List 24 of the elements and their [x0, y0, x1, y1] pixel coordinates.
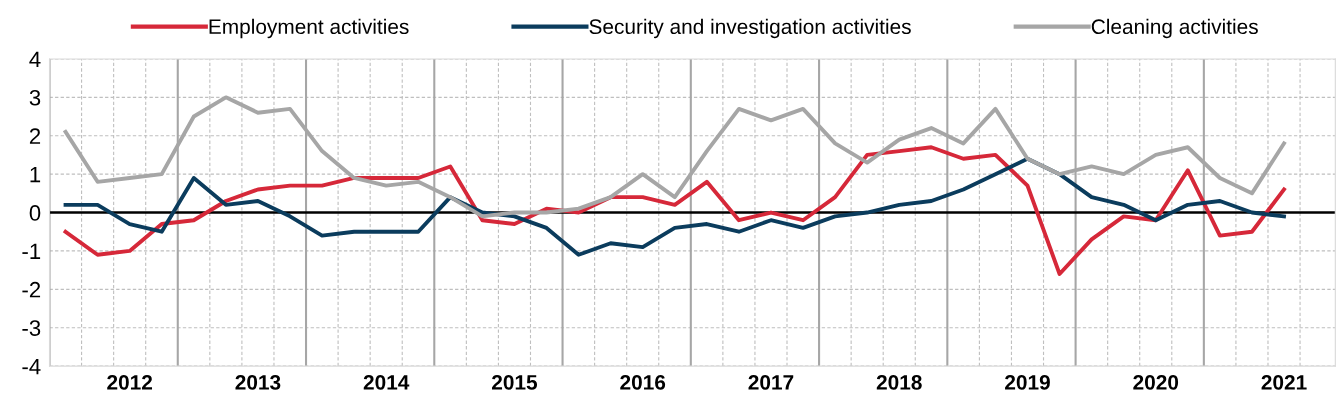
- y-tick-label: 4: [29, 51, 41, 67]
- y-tick-label: 3: [29, 89, 41, 106]
- x-tick-label: 2016: [620, 375, 666, 390]
- x-tick-label: 2021: [1261, 375, 1307, 390]
- line-series: [63, 156, 1286, 257]
- y-tick-label: -1: [22, 243, 41, 259]
- legend-label: Employment activities: [209, 18, 409, 39]
- y-tick-label: 1: [30, 166, 41, 183]
- legend-label: Cleaning activities: [1091, 18, 1258, 39]
- x-tick-label: 2015: [492, 375, 538, 390]
- x-tick-label: 2020: [1133, 375, 1179, 390]
- line-series: [63, 145, 1286, 276]
- y-tick-label: -3: [22, 320, 41, 336]
- y-tick-label: 2: [29, 128, 41, 144]
- y-tick-label: 0: [29, 205, 41, 221]
- legend-label: Security and investigation activities: [589, 18, 911, 39]
- x-tick-label: 2019: [1005, 375, 1050, 390]
- x-tick-label: 2017: [748, 375, 794, 390]
- x-tick-label: 2012: [107, 375, 153, 390]
- x-tick-label: 2013: [235, 375, 281, 390]
- y-tick-label: -4: [22, 358, 41, 375]
- x-tick-label: 2018: [876, 375, 922, 390]
- y-tick-label: -2: [22, 281, 41, 298]
- x-tick-label: 2014: [363, 375, 410, 390]
